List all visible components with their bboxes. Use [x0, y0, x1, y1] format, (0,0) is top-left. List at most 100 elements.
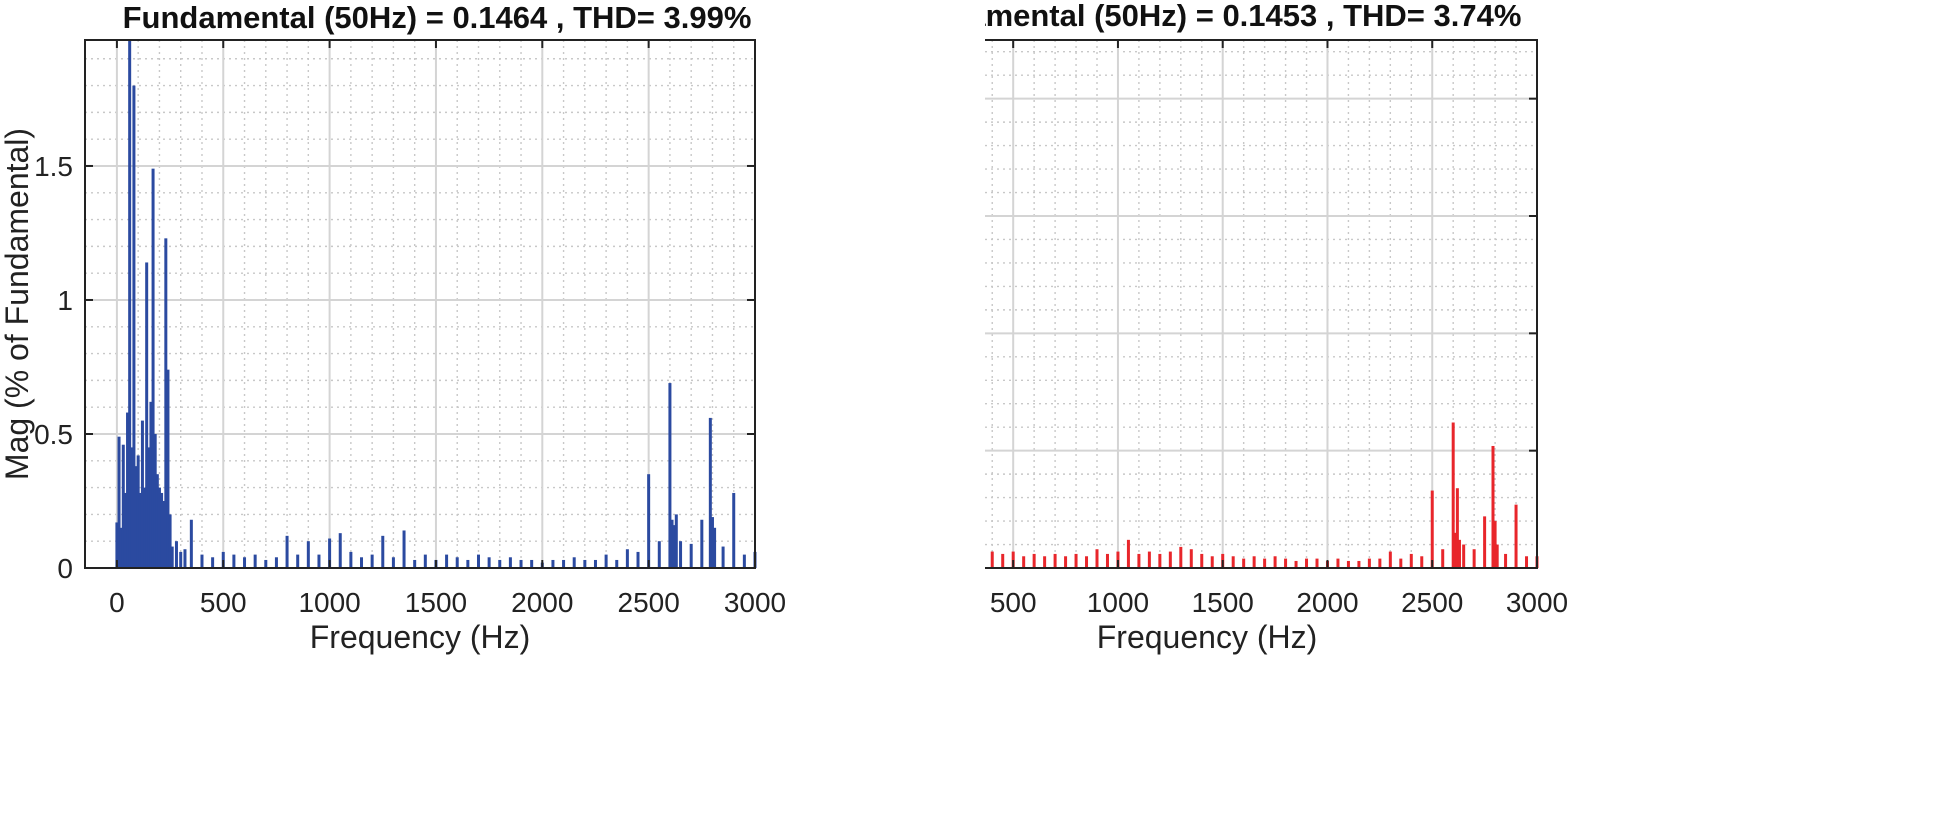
bar	[1053, 553, 1057, 568]
bar	[132, 85, 136, 569]
bar	[1095, 549, 1099, 568]
bar	[296, 554, 300, 568]
bar	[1137, 553, 1141, 568]
bar	[1336, 558, 1340, 568]
x-tick-label: 500	[200, 587, 247, 618]
bar	[1189, 549, 1193, 568]
bar	[1430, 490, 1434, 568]
bar	[1210, 556, 1214, 568]
bar	[123, 492, 127, 568]
bar	[466, 559, 470, 568]
bar	[183, 549, 187, 568]
bar	[119, 527, 123, 568]
bar	[1451, 422, 1455, 568]
bar	[551, 559, 555, 568]
bar	[174, 541, 178, 568]
bar	[1457, 539, 1461, 568]
bar	[1158, 553, 1162, 568]
bar	[136, 455, 140, 568]
bar	[155, 474, 159, 568]
bar	[168, 514, 172, 568]
minor-grid	[985, 40, 1537, 568]
bar	[166, 369, 170, 568]
bar	[1357, 560, 1361, 568]
bar	[1455, 488, 1459, 568]
bar	[1346, 560, 1350, 568]
axes-frame	[985, 39, 1538, 569]
y-tick-label: 1.5	[34, 151, 73, 182]
bar	[742, 554, 746, 568]
bar	[1493, 521, 1497, 568]
bar	[381, 535, 385, 568]
bar	[668, 383, 672, 568]
bar	[476, 554, 480, 568]
bar	[1409, 553, 1413, 568]
bar	[1315, 558, 1319, 568]
bar	[1514, 504, 1518, 568]
bar	[360, 557, 364, 568]
bar	[519, 559, 523, 568]
x-axis-label: Frequency (Hz)	[1097, 619, 1318, 655]
bar	[625, 549, 629, 568]
chart-panel-right: 05001000150020002500300000.511.52Fundame…	[985, 0, 1955, 819]
bar	[274, 557, 278, 568]
bar	[562, 559, 566, 568]
bar	[1085, 556, 1089, 568]
chart-panel-left: 0 500 1000 1500 2000 2500 3000 0 0.5 1 1.5 Fundamen…	[0, 0, 960, 819]
bar	[672, 525, 676, 568]
bar	[670, 519, 674, 568]
bar	[487, 557, 491, 568]
bar	[583, 559, 587, 568]
bar	[1441, 549, 1445, 568]
bar	[121, 444, 125, 568]
bar	[1011, 551, 1015, 568]
bar	[147, 447, 151, 568]
bar	[153, 433, 157, 568]
bar	[1179, 546, 1183, 568]
y-tick-label: 0	[57, 553, 73, 584]
bar	[140, 420, 144, 568]
bar	[253, 554, 257, 568]
bar	[1231, 556, 1235, 568]
y-ticks: 0 0.5 1 1.5	[34, 151, 755, 584]
bar	[679, 541, 683, 568]
bar	[170, 546, 174, 568]
bar	[145, 262, 149, 568]
bar	[1483, 516, 1487, 568]
bar	[338, 533, 342, 568]
bar	[572, 557, 576, 568]
bar	[1367, 558, 1371, 568]
bar	[1116, 551, 1120, 568]
bar	[306, 541, 310, 568]
x-tick-label: 1000	[1087, 587, 1149, 618]
bar	[713, 527, 717, 568]
bar	[1420, 556, 1424, 568]
bar	[402, 530, 406, 568]
bar	[674, 514, 678, 568]
x-tick-label: 2500	[1401, 587, 1463, 618]
bar	[1453, 532, 1457, 568]
y-tick-label: 1	[57, 285, 73, 316]
bar	[1263, 558, 1267, 568]
bar	[370, 554, 374, 568]
bar	[1126, 539, 1130, 568]
chart-title: Fundamental (50Hz) = 0.1464 , THD= 3.99%	[123, 0, 752, 35]
bar	[1305, 558, 1309, 568]
x-tick-label: 2500	[618, 587, 680, 618]
bar	[151, 168, 155, 568]
axes-frame	[84, 39, 756, 569]
bar	[126, 412, 130, 568]
chart-title: Fundamental (50Hz) = 0.1453 , THD= 3.74%	[985, 0, 1521, 33]
bar	[1105, 553, 1109, 568]
bar	[130, 447, 134, 568]
x-tick-label: 1000	[298, 587, 360, 618]
bar	[115, 522, 119, 568]
x-tick-label: 1500	[405, 587, 467, 618]
plot-area	[85, 40, 755, 568]
bar	[138, 492, 142, 568]
bar	[349, 551, 353, 568]
x-tick-label: 3000	[1506, 587, 1568, 618]
plot-area	[985, 40, 1537, 568]
